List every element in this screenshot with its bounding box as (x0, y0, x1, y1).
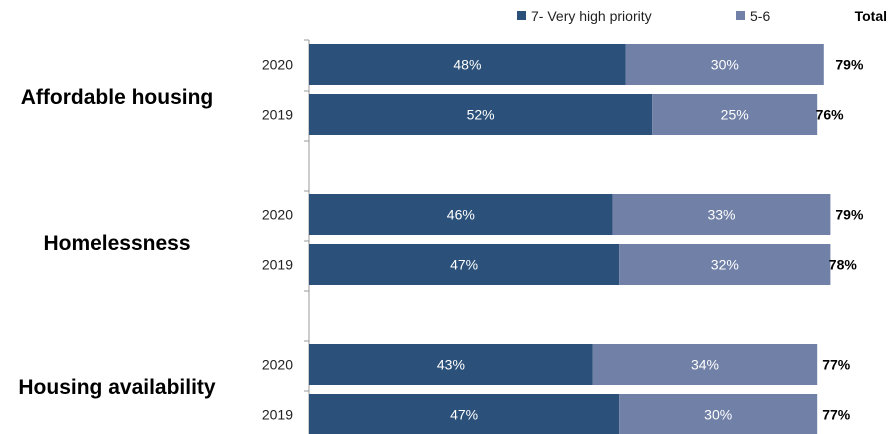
bar-value-7-very-high-priority-housing-availability-2020: 43% (437, 357, 465, 373)
bar-value-5-6-housing-availability-2019: 30% (704, 407, 732, 423)
bars (309, 44, 831, 434)
bar-5-6-homelessness-2020 (612, 194, 831, 235)
category-label-affordable-housing: Affordable housing (21, 86, 214, 109)
legend-label-very-high: 7- Very high priority (531, 8, 652, 24)
total-value-housing-availability-2020: 77% (822, 357, 851, 373)
bar-7-very-high-priority-affordable-housing-2020 (309, 44, 626, 85)
total-value-affordable-housing-2019: 76% (816, 107, 845, 123)
bar-value-5-6-homelessness-2020: 33% (707, 207, 735, 223)
category-label-homelessness: Homelessness (43, 232, 190, 255)
bar-5-6-housing-availability-2019 (619, 394, 818, 434)
total-value-homelessness-2019: 78% (829, 257, 858, 273)
bar-5-6-affordable-housing-2019 (652, 94, 818, 135)
legend-swatch-5-6 (736, 11, 745, 20)
legend-label-5-6: 5-6 (750, 8, 770, 24)
bar-value-7-very-high-priority-homelessness-2020: 46% (447, 207, 475, 223)
bar-value-7-very-high-priority-affordable-housing-2020: 48% (453, 57, 481, 73)
total-value-affordable-housing-2020: 79% (835, 57, 864, 73)
category-label-housing-availability: Housing availability (18, 376, 216, 399)
bar-7-very-high-priority-homelessness-2020 (309, 194, 613, 235)
bar-value-7-very-high-priority-housing-availability-2019: 47% (450, 407, 478, 423)
bar-7-very-high-priority-housing-availability-2019 (309, 394, 620, 434)
bar-5-6-homelessness-2019 (619, 244, 831, 285)
bar-value-5-6-housing-availability-2020: 34% (691, 357, 719, 373)
bar-value-7-very-high-priority-affordable-housing-2019: 52% (467, 107, 495, 123)
labels: Affordable housing 2020 48% 30% 79% 2019 52% 25… (18, 57, 864, 423)
bar-value-5-6-affordable-housing-2019: 25% (721, 107, 749, 123)
year-label-housing-availability-2019: 2019 (262, 407, 293, 423)
year-label-housing-availability-2020: 2020 (262, 357, 293, 373)
legend-total-heading: Total (855, 8, 887, 24)
bar-7-very-high-priority-housing-availability-2020 (309, 344, 593, 385)
bar-7-very-high-priority-homelessness-2019 (309, 244, 620, 285)
bar-5-6-housing-availability-2020 (592, 344, 818, 385)
category-axis (304, 39, 310, 434)
bar-value-7-very-high-priority-homelessness-2019: 47% (450, 257, 478, 273)
total-value-housing-availability-2019: 77% (822, 407, 851, 423)
bar-value-5-6-affordable-housing-2020: 30% (711, 57, 739, 73)
total-value-homelessness-2020: 79% (835, 207, 864, 223)
year-label-homelessness-2020: 2020 (262, 207, 293, 223)
year-label-affordable-housing-2019: 2019 (262, 107, 293, 123)
year-label-affordable-housing-2020: 2020 (262, 57, 293, 73)
bar-value-5-6-homelessness-2019: 32% (711, 257, 739, 273)
bar-7-very-high-priority-affordable-housing-2019 (309, 94, 653, 135)
legend-swatch-very-high (517, 11, 526, 20)
year-label-homelessness-2019: 2019 (262, 257, 293, 273)
bar-5-6-affordable-housing-2020 (625, 44, 824, 85)
legend: 7- Very high priority 5-6 Total (517, 8, 887, 24)
